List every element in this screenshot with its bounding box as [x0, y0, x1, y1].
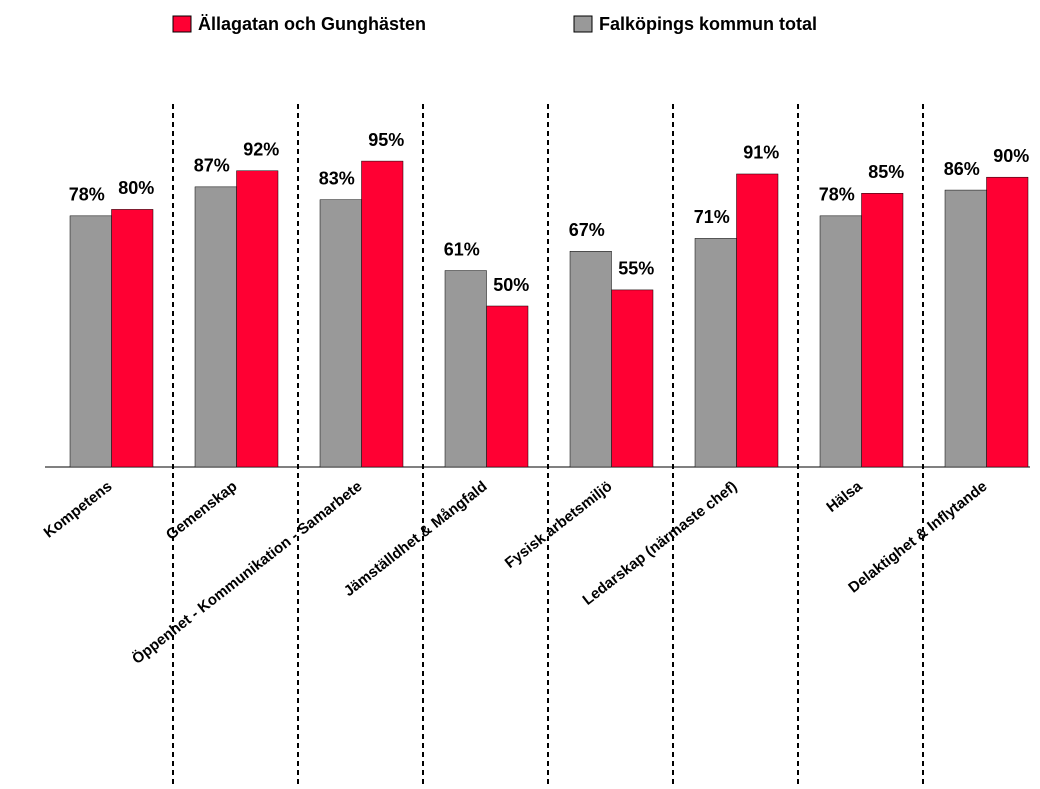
value-label: 92% — [243, 140, 279, 160]
bar — [236, 170, 279, 468]
bar — [986, 176, 1029, 468]
value-label: 78% — [819, 185, 855, 205]
bar — [361, 160, 404, 468]
x-tick-label: Öppenhet - Kommunikation - Samarbete — [129, 478, 365, 668]
legend-swatch — [573, 15, 593, 33]
bar — [819, 215, 862, 468]
value-label: 85% — [868, 162, 904, 182]
bar — [486, 305, 529, 468]
bar — [861, 193, 904, 468]
value-label: 80% — [118, 178, 154, 198]
x-tick-label: Fysisk arbetsmiljö — [502, 478, 616, 572]
legend-swatch — [172, 15, 192, 33]
bar — [694, 238, 737, 468]
value-label: 78% — [69, 185, 105, 205]
bar — [319, 199, 362, 468]
bar — [611, 289, 654, 468]
legend-text: Falköpings kommun total — [599, 14, 817, 34]
bar — [736, 173, 779, 468]
value-label: 83% — [319, 168, 355, 188]
x-tick-label: Gemenskap — [163, 478, 240, 544]
value-label: 55% — [618, 259, 654, 279]
x-tick-label: Kompetens — [41, 478, 116, 542]
value-label: 95% — [368, 130, 404, 150]
legend-text: Ällagatan och Gunghästen — [198, 14, 426, 34]
x-tick-label: Jämställdhet & Mångfald — [341, 478, 491, 600]
value-label: 61% — [444, 239, 480, 259]
bar — [194, 186, 237, 468]
bar — [69, 215, 112, 468]
value-label: 67% — [569, 220, 605, 240]
bar — [111, 209, 154, 468]
value-label: 71% — [694, 207, 730, 227]
bar — [444, 270, 487, 468]
value-label: 91% — [743, 143, 779, 163]
value-label: 86% — [944, 159, 980, 179]
bar — [944, 189, 987, 468]
x-tick-label: Hälsa — [823, 477, 866, 515]
bar — [569, 251, 612, 468]
value-label: 90% — [993, 146, 1029, 166]
value-label: 87% — [194, 156, 230, 176]
value-label: 50% — [493, 275, 529, 295]
x-tick-label: Delaktighet & Inflytande — [845, 478, 990, 597]
